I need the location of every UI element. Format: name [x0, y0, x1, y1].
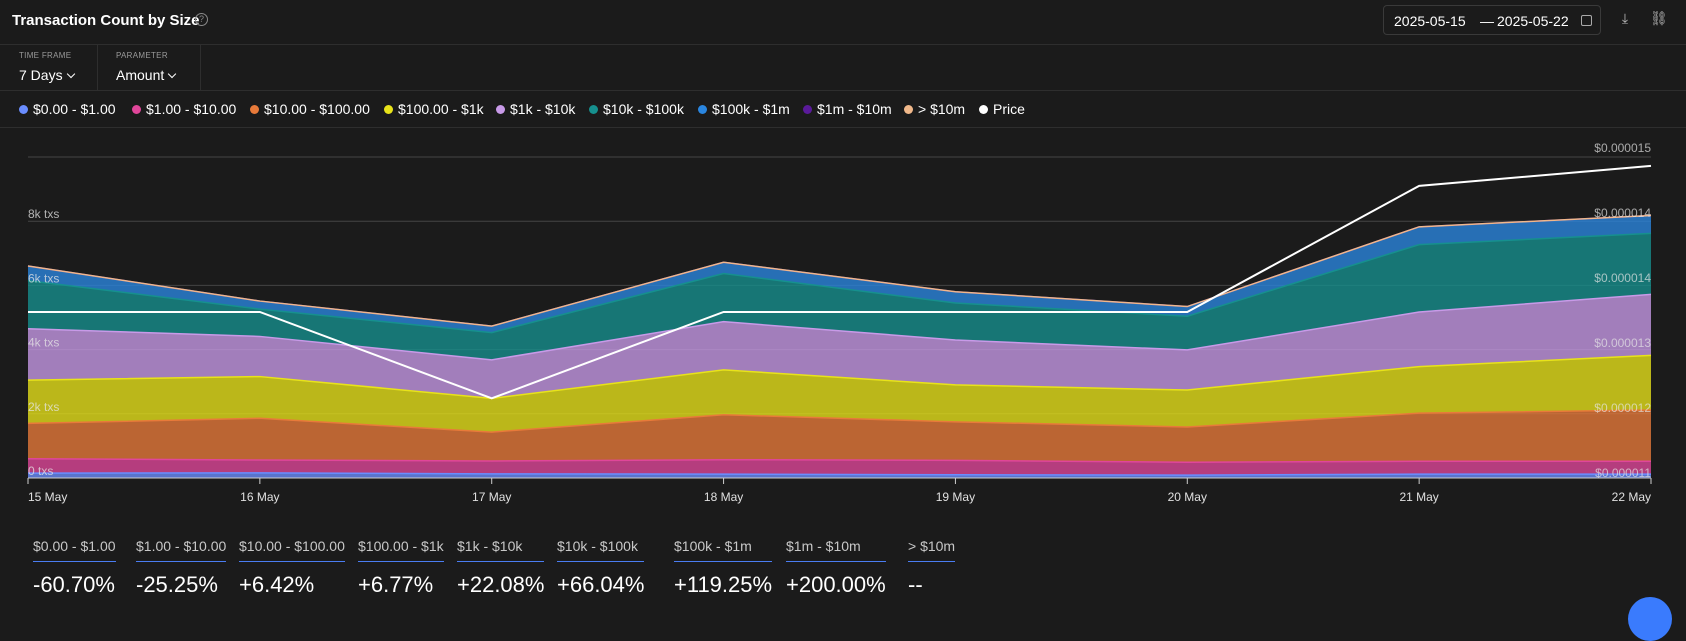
parameter-filter[interactable]: PARAMETER Amount	[98, 45, 201, 90]
date-range-picker[interactable]: 2025-05-15 — 2025-05-22	[1383, 5, 1601, 35]
legend-dot	[589, 105, 598, 114]
y-tick-label: 2k txs	[28, 400, 59, 414]
legend-dot	[698, 105, 707, 114]
legend-dot	[803, 105, 812, 114]
area-series-edge	[27, 232, 1652, 334]
timeframe-label: TIME FRAME	[19, 51, 72, 60]
chat-launcher-button[interactable]	[1628, 597, 1672, 641]
legend-item[interactable]: > $10m	[904, 101, 965, 117]
stat-item: > $10m --	[908, 538, 956, 597]
y-tick-label: 8k txs	[28, 207, 59, 221]
price-line	[28, 164, 1652, 400]
stat-item: $1k - $10k +22.08%	[457, 538, 545, 597]
calendar-icon	[1581, 15, 1592, 26]
legend-item[interactable]: $100k - $1m	[698, 101, 790, 117]
legend-dot	[384, 105, 393, 114]
area-series-edge	[27, 409, 1652, 433]
parameter-label: PARAMETER	[116, 51, 168, 60]
area-series	[28, 215, 1651, 333]
legend-item[interactable]: $100.00 - $1k	[384, 101, 484, 117]
x-tick-label: 22 May	[1612, 490, 1651, 504]
chart-header: Transaction Count by Size ? 2025-05-15 —…	[0, 0, 1686, 45]
area-series-edge	[27, 293, 1652, 361]
y2-tick-label: $0.000015	[1594, 141, 1651, 155]
chevron-down-icon	[66, 69, 75, 79]
y-tick-label: 6k txs	[28, 271, 59, 285]
y-tick-label: 0 txs	[28, 464, 53, 478]
download-icon[interactable]: ⤓	[1621, 10, 1629, 26]
x-tick-label: 17 May	[472, 490, 511, 504]
stat-item: $10k - $100k +66.04%	[557, 538, 645, 597]
chart-legend: $0.00 - $1.00 $1.00 - $10.00 $10.00 - $1…	[0, 91, 1686, 128]
area-series-edge	[27, 472, 1651, 476]
stat-item: $100.00 - $1k +6.77%	[358, 538, 444, 597]
legend-item[interactable]: $10k - $100k	[589, 101, 684, 117]
area-series-edge	[27, 214, 1652, 327]
area-series	[28, 355, 1651, 433]
area-series	[28, 233, 1651, 360]
y2-tick-label: $0.000013	[1594, 336, 1651, 350]
x-tick-label: 19 May	[936, 490, 975, 504]
filter-bar: TIME FRAME 7 Days PARAMETER Amount	[0, 45, 1686, 91]
legend-dot	[979, 105, 988, 114]
stacked-area-chart[interactable]: 15 May 16 May 17 May 18 May 19 May 20 May 21 M…	[0, 128, 1686, 520]
timeframe-dropdown[interactable]: 7 Days	[19, 67, 75, 83]
stat-item: $10.00 - $100.00 +6.42%	[239, 538, 345, 597]
area-series-edge	[27, 457, 1651, 464]
area-series-edge	[27, 354, 1652, 400]
link-icon[interactable]: ⛓	[1650, 10, 1668, 26]
stat-item: $0.00 - $1.00 -60.70%	[33, 538, 116, 597]
x-tick-label: 18 May	[704, 490, 743, 504]
y2-tick-label: $0.000014	[1594, 271, 1651, 285]
parameter-dropdown[interactable]: Amount	[116, 67, 177, 83]
timeframe-filter[interactable]: TIME FRAME 7 Days	[0, 45, 98, 90]
legend-dot	[250, 105, 259, 114]
x-tick-label: 15 May	[28, 490, 67, 504]
legend-dot	[904, 105, 913, 114]
help-icon[interactable]: ?	[195, 13, 208, 26]
x-tick-label: 21 May	[1399, 490, 1438, 504]
legend-dot	[132, 105, 141, 114]
stats-row: $0.00 - $1.00 -60.70% $1.00 - $10.00 -25.2…	[0, 538, 1686, 603]
y2-tick-label: $0.000014	[1594, 206, 1651, 220]
legend-item[interactable]: $1m - $10m	[803, 101, 892, 117]
stat-item: $1.00 - $10.00 -25.25%	[136, 538, 227, 597]
chevron-down-icon	[168, 69, 177, 79]
legend-item[interactable]: $1.00 - $10.00	[132, 101, 236, 117]
y2-tick-label: $0.000011	[1595, 466, 1651, 480]
legend-item[interactable]: Price	[979, 101, 1025, 117]
date-separator: —	[1480, 13, 1494, 29]
legend-dot	[19, 105, 28, 114]
stat-item: $1m - $10m +200.00%	[786, 538, 886, 597]
legend-dot	[496, 105, 505, 114]
area-series	[28, 294, 1651, 399]
area-series	[28, 409, 1651, 463]
page-title: Transaction Count by Size	[12, 12, 200, 29]
legend-item[interactable]: $1k - $10k	[496, 101, 575, 117]
area-series	[28, 458, 1651, 476]
legend-item[interactable]: $0.00 - $1.00	[19, 101, 116, 117]
date-to: 2025-05-22	[1497, 13, 1569, 29]
x-tick-label: 20 May	[1168, 490, 1207, 504]
x-tick-label: 16 May	[240, 490, 279, 504]
stat-item: $100k - $1m +119.25%	[674, 538, 773, 597]
y2-tick-label: $0.000012	[1594, 401, 1651, 415]
y-tick-label: 4k txs	[28, 336, 59, 350]
legend-item[interactable]: $10.00 - $100.00	[250, 101, 370, 117]
date-from: 2025-05-15	[1394, 13, 1466, 29]
